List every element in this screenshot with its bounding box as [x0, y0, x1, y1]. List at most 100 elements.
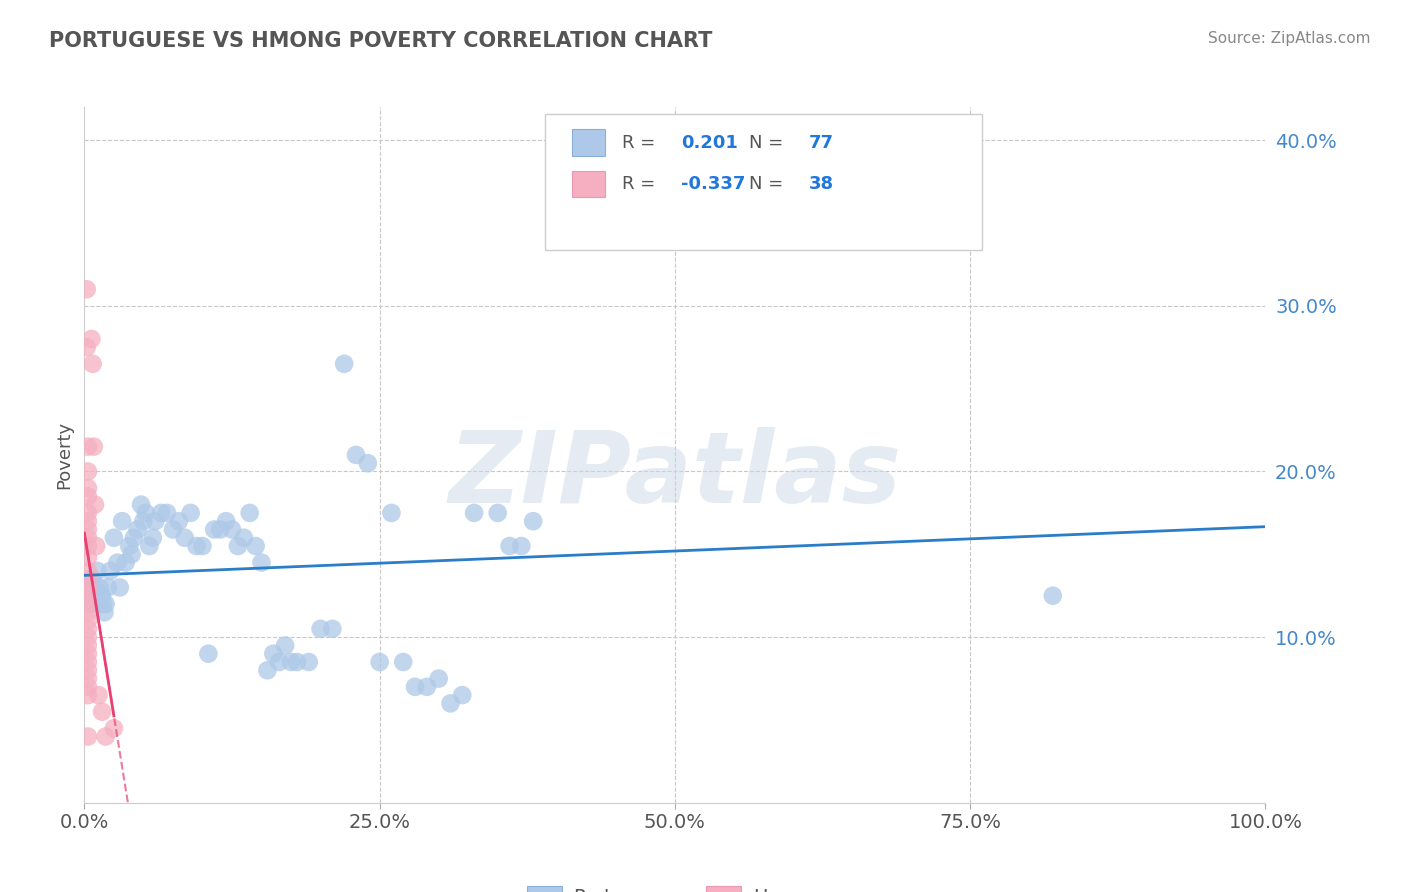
Point: [77, 647, 100, 661]
Point: [806, 224, 828, 238]
Point: [129, 498, 152, 512]
Point: [77, 550, 100, 565]
Point: [232, 531, 254, 545]
Point: [162, 523, 184, 537]
Point: [132, 514, 155, 528]
Point: [221, 523, 243, 537]
Point: [77, 655, 100, 669]
Point: [121, 547, 143, 561]
Point: [77, 514, 100, 528]
Point: [191, 539, 214, 553]
Point: [522, 514, 544, 528]
Point: [262, 647, 284, 661]
Point: [77, 730, 100, 744]
Point: [79, 597, 101, 611]
Point: [91, 705, 114, 719]
Point: [103, 721, 125, 735]
Point: [173, 531, 195, 545]
Point: [83, 440, 105, 454]
Point: [197, 647, 219, 661]
Point: [285, 655, 308, 669]
Text: -0.337: -0.337: [681, 175, 745, 194]
Point: [256, 663, 278, 677]
Text: PORTUGUESE VS HMONG POVERTY CORRELATION CHART: PORTUGUESE VS HMONG POVERTY CORRELATION …: [49, 31, 713, 51]
Point: [77, 564, 100, 578]
Point: [239, 506, 262, 520]
Point: [215, 514, 238, 528]
Point: [77, 630, 100, 644]
Point: [87, 688, 110, 702]
Point: [77, 672, 100, 686]
FancyBboxPatch shape: [546, 114, 981, 250]
Point: [77, 581, 100, 595]
Point: [80, 597, 103, 611]
Point: [202, 523, 225, 537]
Point: [114, 556, 136, 570]
Point: [368, 655, 391, 669]
Point: [77, 481, 100, 495]
Point: [82, 357, 104, 371]
Point: [77, 440, 100, 454]
Text: R =: R =: [621, 134, 661, 152]
Point: [84, 589, 107, 603]
Point: [156, 506, 179, 520]
Bar: [572, 129, 605, 156]
Point: [98, 564, 121, 578]
Point: [77, 489, 100, 503]
Point: [416, 680, 439, 694]
Point: [111, 514, 134, 528]
Point: [274, 639, 297, 653]
Point: [451, 688, 474, 702]
Point: [77, 531, 100, 545]
Point: [380, 506, 402, 520]
Point: [77, 663, 100, 677]
Point: [86, 564, 108, 578]
Point: [150, 506, 173, 520]
Point: [89, 581, 111, 595]
Point: [90, 589, 112, 603]
Point: [77, 539, 100, 553]
Point: [142, 531, 165, 545]
Point: [83, 581, 105, 595]
Point: [245, 539, 267, 553]
Point: [77, 572, 100, 586]
Point: [80, 332, 103, 346]
Point: [138, 539, 160, 553]
Point: [84, 539, 107, 553]
Point: [97, 581, 120, 595]
Point: [77, 523, 100, 537]
Point: [486, 506, 509, 520]
Text: Source: ZipAtlas.com: Source: ZipAtlas.com: [1208, 31, 1371, 46]
Point: [186, 539, 208, 553]
Point: [118, 539, 141, 553]
Point: [298, 655, 321, 669]
Text: ZIPatlas: ZIPatlas: [449, 427, 901, 524]
Point: [122, 531, 145, 545]
Point: [76, 282, 98, 296]
Point: [94, 597, 117, 611]
Point: [87, 597, 110, 611]
Legend: Portuguese, Hmong: Portuguese, Hmong: [519, 879, 831, 892]
Point: [1042, 589, 1064, 603]
Text: 0.201: 0.201: [681, 134, 738, 152]
Point: [333, 357, 356, 371]
Point: [77, 589, 100, 603]
Point: [344, 448, 367, 462]
Text: 77: 77: [808, 134, 834, 152]
Point: [127, 523, 149, 537]
Point: [91, 589, 114, 603]
Point: [226, 539, 249, 553]
Point: [93, 605, 115, 619]
Point: [77, 506, 100, 520]
Point: [94, 730, 117, 744]
Point: [103, 531, 125, 545]
Y-axis label: Poverty: Poverty: [55, 421, 73, 489]
Text: 38: 38: [808, 175, 834, 194]
Point: [427, 672, 450, 686]
Text: N =: N =: [749, 175, 789, 194]
Point: [309, 622, 332, 636]
Point: [77, 639, 100, 653]
Point: [76, 340, 98, 354]
Point: [77, 622, 100, 636]
Point: [135, 506, 157, 520]
